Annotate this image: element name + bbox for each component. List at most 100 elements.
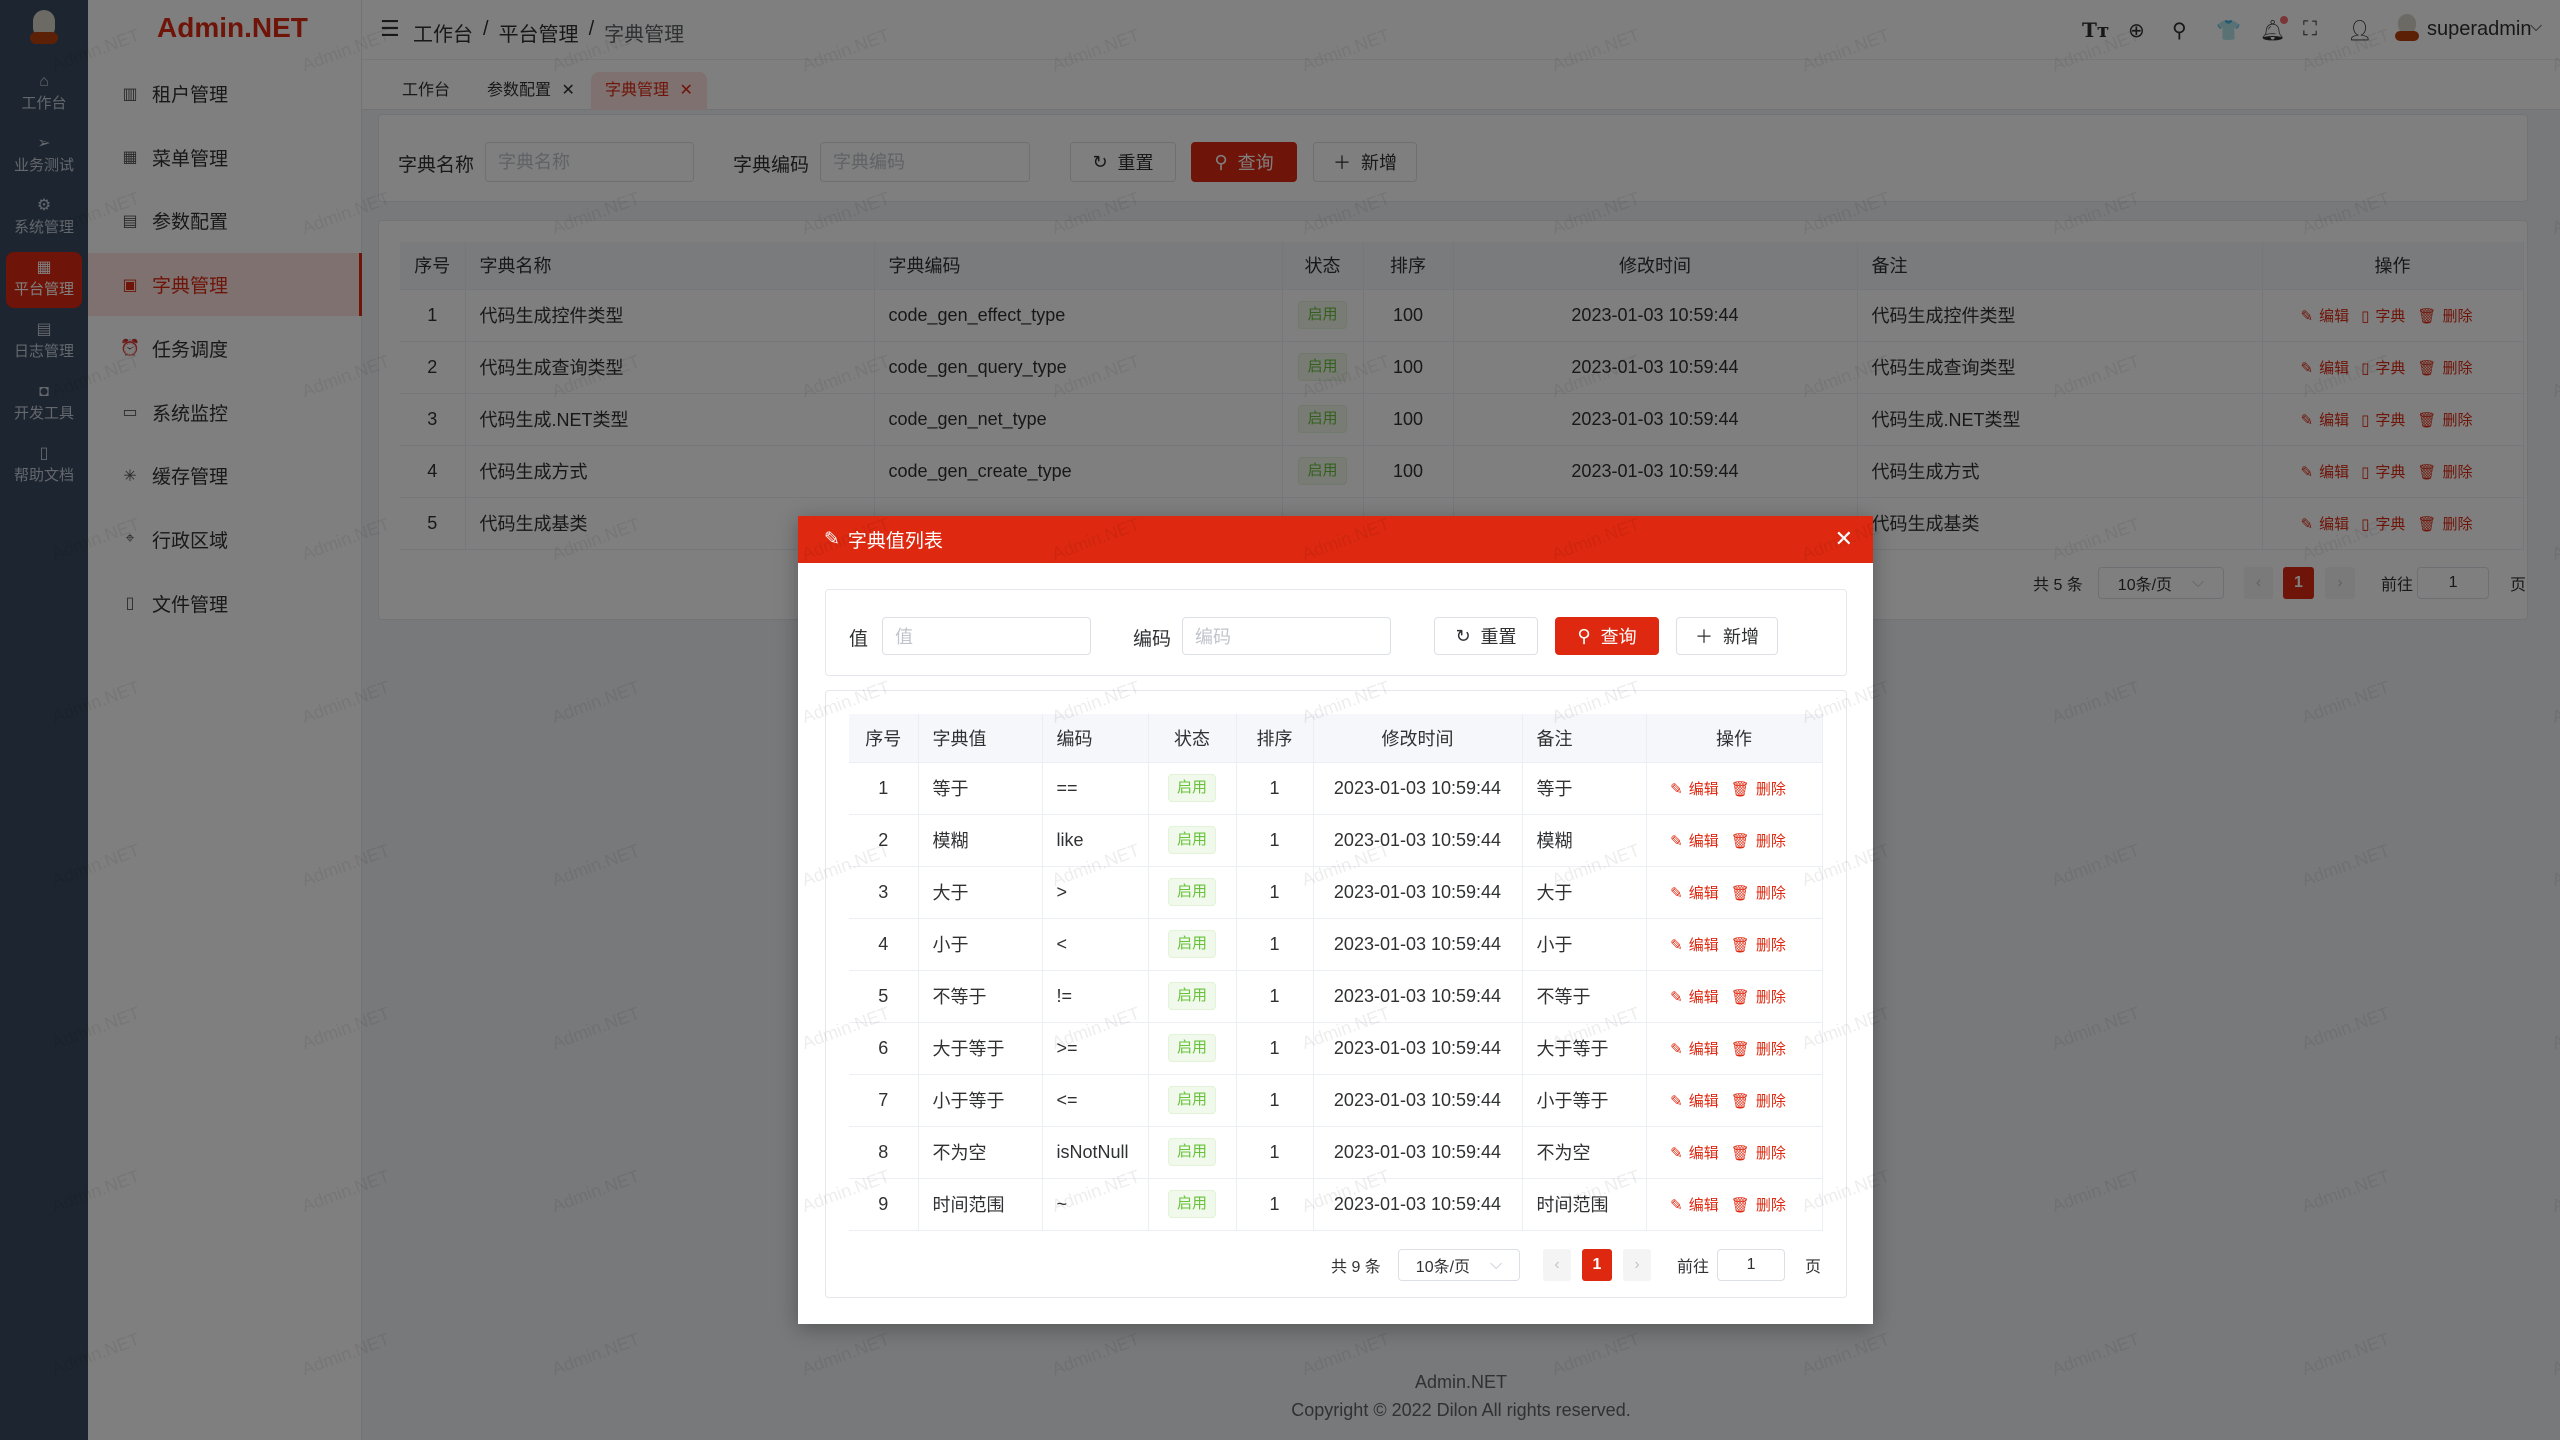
cell-text: 2023-01-03 10:59:44 bbox=[1333, 933, 1502, 954]
page-unit-label: 页 bbox=[1805, 1259, 1822, 1276]
cell-text: 2023-01-03 10:59:44 bbox=[1333, 985, 1502, 1006]
table-cell: 启用 bbox=[1148, 814, 1237, 867]
action-label: 删除 bbox=[1755, 1092, 1786, 1110]
chevron-down-icon: ⌵ bbox=[1490, 1256, 1503, 1273]
table-cell: 时间范围 bbox=[918, 1178, 1043, 1231]
table-cell: == bbox=[1042, 762, 1149, 815]
action-edit-button[interactable]: ✎ 编辑 bbox=[1670, 989, 1719, 1006]
code-input[interactable]: 编码 bbox=[1182, 617, 1391, 655]
edit-icon: ✎ bbox=[1670, 1092, 1683, 1110]
cell-text: 等于 bbox=[1536, 779, 1573, 799]
action-delete-button[interactable]: 🗑︎ 删除 bbox=[1731, 989, 1786, 1006]
action-delete-button[interactable]: 🗑︎ 删除 bbox=[1731, 1041, 1786, 1058]
action-label: 编辑 bbox=[1688, 1092, 1719, 1110]
action-edit-button[interactable]: ✎ 编辑 bbox=[1670, 781, 1719, 798]
action-edit-button[interactable]: ✎ 编辑 bbox=[1670, 1093, 1719, 1110]
table-cell: <= bbox=[1042, 1074, 1149, 1127]
action-label: 编辑 bbox=[1688, 1196, 1719, 1214]
table-row: 1 等于 == 启用 1 2023-01-03 10:59:44 等于 ✎ 编辑 🗑︎ 删除 bbox=[849, 762, 1823, 815]
total-count: 共 9 条 bbox=[1331, 1259, 1381, 1276]
add-label: 新增 bbox=[1723, 627, 1759, 647]
status-badge: 启用 bbox=[1167, 1034, 1216, 1062]
action-edit-button[interactable]: ✎ 编辑 bbox=[1670, 1145, 1719, 1162]
value-input[interactable]: 值 bbox=[882, 617, 1091, 655]
table-cell: 大于等于 bbox=[1522, 1022, 1647, 1075]
table-cell: 5 bbox=[849, 970, 919, 1023]
goto-page-input[interactable]: 1 bbox=[1717, 1249, 1786, 1281]
modal-reset-button[interactable]: ↻ 重置 bbox=[1434, 617, 1538, 655]
table-cell: 1 bbox=[1236, 918, 1314, 971]
table-cell: 启用 bbox=[1148, 1126, 1237, 1179]
cell-text: 模糊 bbox=[1536, 831, 1573, 851]
status-badge: 启用 bbox=[1167, 1086, 1216, 1114]
table-cell: 1 bbox=[1236, 970, 1314, 1023]
action-edit-button[interactable]: ✎ 编辑 bbox=[1670, 1041, 1719, 1058]
table-cell: 2023-01-03 10:59:44 bbox=[1313, 814, 1523, 867]
trash-icon: 🗑︎ bbox=[1730, 988, 1750, 1006]
table-cell: 启用 bbox=[1148, 1022, 1237, 1075]
action-delete-button[interactable]: 🗑︎ 删除 bbox=[1731, 937, 1786, 954]
table-cell: 小于等于 bbox=[918, 1074, 1043, 1127]
cell-text: 2023-01-03 10:59:44 bbox=[1333, 777, 1502, 798]
table-cell: != bbox=[1042, 970, 1149, 1023]
page-size-select[interactable]: 10条/页 ⌵ bbox=[1398, 1249, 1520, 1281]
table-row: 8 不为空 isNotNull 启用 1 2023-01-03 10:59:44 不为空 ✎ 编… bbox=[849, 1126, 1823, 1179]
actions-cell: ✎ 编辑 🗑︎ 删除 bbox=[1646, 1126, 1823, 1179]
cell-text: 小于 bbox=[1536, 935, 1573, 955]
reset-label: 重置 bbox=[1480, 627, 1517, 647]
table-cell: 1 bbox=[1236, 866, 1314, 919]
plus-icon: ＋ bbox=[1695, 627, 1713, 647]
modal-query-button[interactable]: ⚲ 查询 bbox=[1555, 617, 1659, 655]
action-delete-button[interactable]: 🗑︎ 删除 bbox=[1731, 1197, 1786, 1214]
trash-icon: 🗑︎ bbox=[1730, 1144, 1750, 1162]
search-icon: ⚲ bbox=[1577, 625, 1591, 646]
actions-cell: ✎ 编辑 🗑︎ 删除 bbox=[1646, 762, 1823, 815]
cell-text: 等于 bbox=[932, 779, 969, 799]
table-cell: 1 bbox=[1236, 814, 1314, 867]
action-delete-button[interactable]: 🗑︎ 删除 bbox=[1731, 833, 1786, 850]
action-edit-button[interactable]: ✎ 编辑 bbox=[1670, 1197, 1719, 1214]
next-page-button[interactable]: › bbox=[1623, 1249, 1651, 1281]
cell-text: 5 bbox=[878, 985, 889, 1006]
column-header: 状态 bbox=[1148, 714, 1237, 763]
table-cell: like bbox=[1042, 814, 1149, 867]
status-badge: 启用 bbox=[1167, 826, 1216, 854]
action-delete-button[interactable]: 🗑︎ 删除 bbox=[1731, 781, 1786, 798]
action-edit-button[interactable]: ✎ 编辑 bbox=[1670, 885, 1719, 902]
cell-text: like bbox=[1056, 829, 1084, 850]
action-label: 删除 bbox=[1755, 1196, 1786, 1214]
table-cell: 小于等于 bbox=[1522, 1074, 1647, 1127]
cell-text: 不等于 bbox=[1536, 987, 1591, 1007]
action-label: 编辑 bbox=[1688, 884, 1719, 902]
close-icon[interactable]: ✕ bbox=[1834, 526, 1853, 551]
trash-icon: 🗑︎ bbox=[1730, 1196, 1750, 1214]
prev-page-button[interactable]: ‹ bbox=[1543, 1249, 1571, 1281]
page-1-button[interactable]: 1 bbox=[1582, 1249, 1612, 1281]
action-label: 编辑 bbox=[1688, 936, 1719, 954]
modal-pagination: 共 9 条 10条/页 ⌵ ‹ 1 › 前往 1 页 bbox=[1331, 1249, 1821, 1281]
cell-text: ~ bbox=[1056, 1193, 1068, 1214]
action-edit-button[interactable]: ✎ 编辑 bbox=[1670, 937, 1719, 954]
modal-add-button[interactable]: ＋ 新增 bbox=[1676, 617, 1778, 655]
table-row: 6 大于等于 >= 启用 1 2023-01-03 10:59:44 大于等于 ✎ 编辑 🗑︎ 删除 bbox=[849, 1022, 1823, 1075]
action-label: 删除 bbox=[1755, 1040, 1786, 1058]
table-cell: 大于 bbox=[1522, 866, 1647, 919]
status-badge: 启用 bbox=[1167, 982, 1216, 1010]
action-label: 编辑 bbox=[1688, 988, 1719, 1006]
table-cell: >= bbox=[1042, 1022, 1149, 1075]
cell-text: 1 bbox=[1269, 881, 1280, 902]
edit-icon: ✎ bbox=[1670, 1144, 1683, 1162]
edit-icon: ✎ bbox=[1670, 936, 1683, 954]
cell-text: 时间范围 bbox=[1536, 1195, 1609, 1215]
table-cell: 小于 bbox=[918, 918, 1043, 971]
table-cell: 启用 bbox=[1148, 1178, 1237, 1231]
action-label: 删除 bbox=[1755, 936, 1786, 954]
action-delete-button[interactable]: 🗑︎ 删除 bbox=[1731, 1093, 1786, 1110]
action-delete-button[interactable]: 🗑︎ 删除 bbox=[1731, 885, 1786, 902]
action-delete-button[interactable]: 🗑︎ 删除 bbox=[1731, 1145, 1786, 1162]
cell-text: 2 bbox=[878, 829, 889, 850]
cell-text: < bbox=[1056, 933, 1068, 954]
table-cell: 2023-01-03 10:59:44 bbox=[1313, 1022, 1523, 1075]
status-badge: 启用 bbox=[1167, 774, 1216, 802]
action-edit-button[interactable]: ✎ 编辑 bbox=[1670, 833, 1719, 850]
